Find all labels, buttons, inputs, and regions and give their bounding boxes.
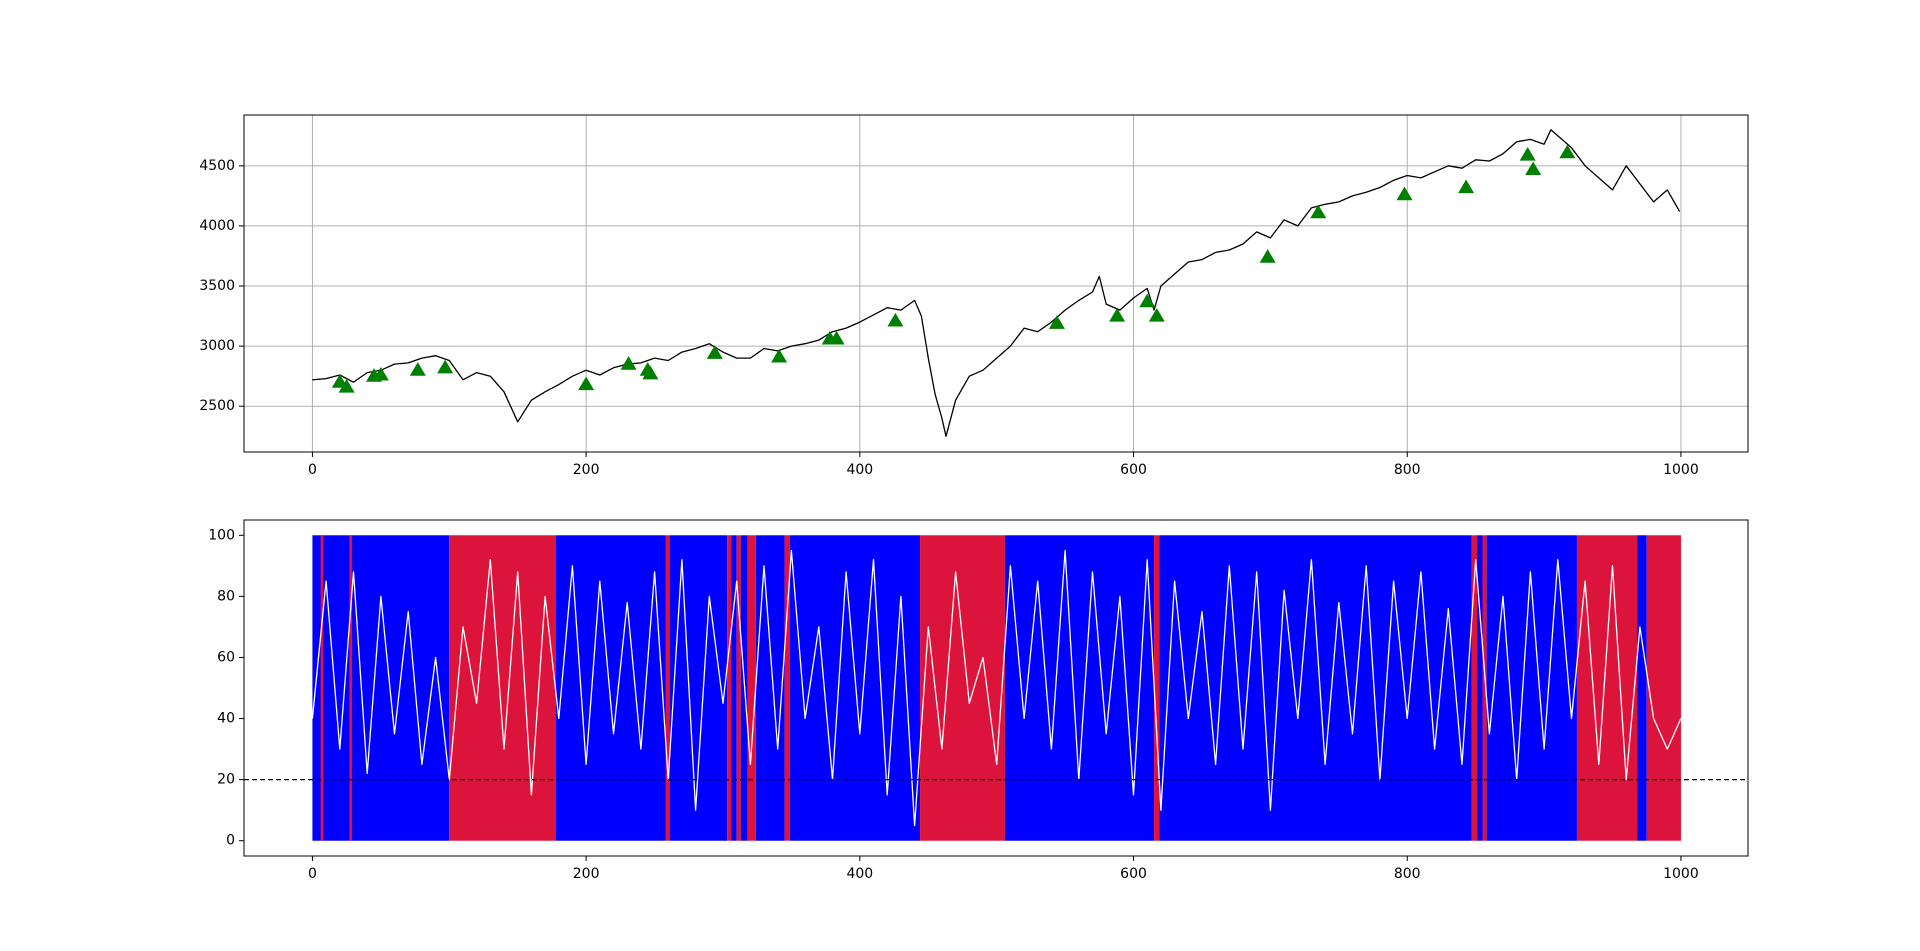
marker <box>887 312 904 327</box>
marker <box>1048 315 1065 329</box>
x-tick-label: 800 <box>1394 462 1421 478</box>
region <box>790 535 921 841</box>
marker <box>437 359 454 374</box>
region <box>736 535 741 841</box>
region <box>312 535 450 841</box>
x-tick-label: 600 <box>1120 462 1147 478</box>
marker <box>771 348 788 363</box>
marker <box>1519 147 1536 161</box>
marker <box>1396 186 1413 201</box>
x-tick-label: 1000 <box>1663 462 1699 478</box>
marker <box>620 356 637 370</box>
region <box>1159 535 1472 841</box>
x-tick-label: 200 <box>573 866 600 882</box>
marker <box>1559 144 1576 159</box>
region <box>1576 535 1638 841</box>
x-tick-label: 1000 <box>1663 866 1699 882</box>
x-tick-label: 800 <box>1394 866 1421 882</box>
marker <box>409 362 426 376</box>
marker <box>1458 179 1475 194</box>
region <box>731 535 737 841</box>
line <box>311 549 1682 827</box>
y-tick-label: 2500 <box>199 398 235 414</box>
region <box>1637 535 1647 841</box>
region <box>920 535 1005 841</box>
plot-area <box>312 129 1681 437</box>
marker <box>338 378 355 393</box>
marker <box>706 345 723 359</box>
region <box>556 535 666 841</box>
region <box>755 535 785 841</box>
region <box>1486 535 1577 841</box>
y-tick-label: 20 <box>217 772 235 788</box>
region <box>1482 535 1487 841</box>
axes-frame <box>243 114 1749 453</box>
marker <box>1310 204 1327 219</box>
region <box>1477 535 1483 841</box>
region <box>747 535 756 841</box>
marker <box>578 376 595 391</box>
y-tick-label: 100 <box>208 527 235 543</box>
marker <box>1109 308 1126 322</box>
region <box>449 535 557 841</box>
y-tick-label: 3500 <box>199 278 235 294</box>
axes-frame <box>243 519 1749 857</box>
region <box>669 535 728 841</box>
marker <box>1525 161 1542 176</box>
y-tick-label: 40 <box>217 711 235 727</box>
marker <box>642 365 659 380</box>
y-tick-label: 60 <box>217 649 235 665</box>
x-tick-label: 200 <box>573 462 600 478</box>
region <box>665 535 670 841</box>
y-tick-label: 0 <box>226 833 235 849</box>
marker <box>1148 308 1165 322</box>
marker <box>828 330 845 345</box>
region <box>320 535 324 841</box>
x-tick-label: 0 <box>308 866 317 882</box>
region <box>727 535 732 841</box>
region <box>1004 535 1155 841</box>
marker <box>1139 293 1156 308</box>
region <box>349 535 353 841</box>
marker <box>1259 249 1276 263</box>
y-tick-label: 4000 <box>199 218 235 234</box>
region <box>1646 535 1681 841</box>
x-tick-label: 0 <box>308 462 317 478</box>
x-tick-label: 400 <box>846 462 873 478</box>
x-tick-label: 600 <box>1120 866 1147 882</box>
y-tick-label: 80 <box>217 588 235 604</box>
plot-area <box>311 535 1682 841</box>
region <box>784 535 791 841</box>
line <box>312 129 1681 437</box>
x-tick-label: 400 <box>846 866 873 882</box>
marker <box>372 366 389 381</box>
region <box>1154 535 1160 841</box>
y-tick-label: 4500 <box>199 158 235 174</box>
region <box>1471 535 1478 841</box>
y-tick-label: 3000 <box>199 338 235 354</box>
